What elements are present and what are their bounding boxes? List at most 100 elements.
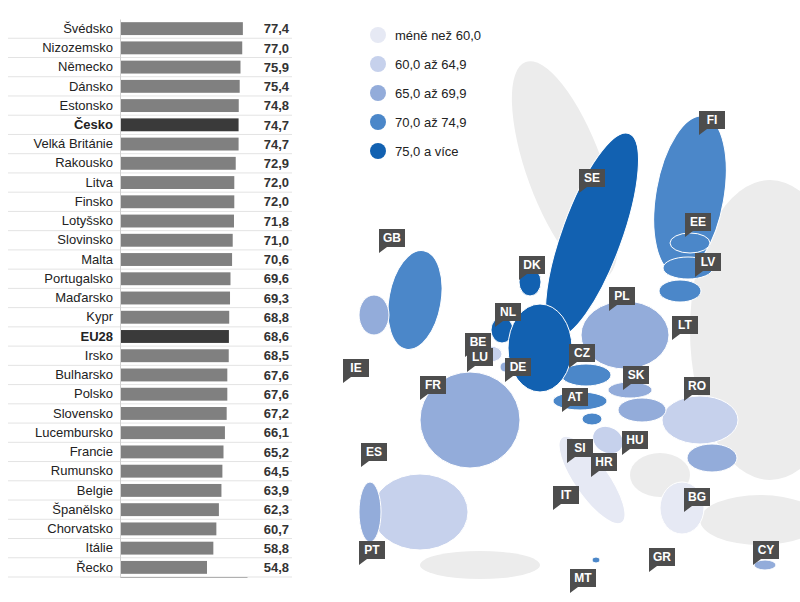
callout-box [569,344,595,368]
region-code: IE [350,361,361,375]
bar [120,542,213,555]
row-separator [8,249,292,250]
row-separator [8,346,292,347]
region [420,372,520,468]
data-label: 67,6 [264,387,289,402]
category-label: Rakousko [55,155,113,170]
region-labels: FISEEELVLTGBDKPLNLBELUCZDEIESKATROFRHUSI… [343,111,779,593]
region-callout: IE [343,359,369,383]
region-callout: LT [672,316,698,340]
bar [120,215,234,228]
data-label: 70,6 [264,252,289,267]
callout-box [361,443,387,467]
row-separator [8,192,292,193]
callout-box [623,366,649,390]
region-code: RO [688,379,706,393]
tick: Chorvatsko [47,521,120,536]
bar [120,157,236,170]
data-label: 68,8 [264,310,289,325]
data-labels: 77,477,075,975,474,874,774,772,972,072,0… [264,21,290,575]
tick: Česko [74,117,120,132]
region-code: HR [595,455,613,469]
region-callout: DK [519,256,545,280]
data-label: 71,8 [264,214,289,229]
data-label: 77,4 [264,21,290,36]
legend-label: 75,0 a více [395,144,459,159]
region [662,396,738,444]
category-label: Nizozemsko [42,40,113,55]
region-callout: DE [505,358,531,382]
bar [120,61,240,74]
callout-box [591,453,617,477]
region-code: ES [366,445,382,459]
row-separator [8,500,292,501]
tick: Lotyšsko [62,213,120,228]
callout-box [695,253,721,277]
bar [120,311,229,324]
bar [120,484,221,497]
callout-box [567,439,593,463]
tick: Kypr [86,309,120,324]
region [687,444,737,472]
region [592,557,600,563]
row-separator [8,423,292,424]
region-code: EE [690,215,706,229]
region-callout: SI [567,439,593,463]
data-label: 65,2 [264,445,289,460]
data-label: 67,2 [264,406,289,421]
row-separator [8,153,292,154]
region-callout: SE [579,169,605,193]
region-callout: LV [695,253,721,277]
category-label: Lotyšsko [62,213,113,228]
row-separator [8,519,292,520]
data-label: 63,9 [264,483,289,498]
legend-label: 70,0 až 74,9 [395,115,467,130]
region-code: PL [614,289,629,303]
region-code: GB [383,231,401,245]
category-axis: ŠvédskoNizozemskoNěmeckoDánskoEstonskoČe… [34,20,121,578]
bar [120,561,207,574]
callout-box [684,488,710,512]
bar [120,349,229,362]
callout-box [495,303,521,327]
callout-box [649,548,675,572]
callout-box [467,348,493,372]
category-label: Velká Británie [34,136,114,151]
category-label: Slovensko [53,406,113,421]
bar [120,195,234,208]
tick: Belgie [77,483,120,498]
region-callout: PL [609,287,635,311]
region-callout: PT [359,541,385,565]
data-label: 74,7 [264,137,289,152]
region-callout: EE [685,213,711,237]
data-label: 74,7 [264,118,289,133]
region [618,398,666,422]
bar [120,234,233,247]
callout-box [562,388,588,412]
bar [120,388,227,401]
tick: Řecko [76,560,120,575]
region-code: LU [472,350,488,364]
tick: Velká Británie [34,136,121,151]
category-label: Španělsko [52,502,113,517]
category-label: Irsko [85,348,113,363]
legend-swatch [370,143,386,159]
category-label: Portugalsko [44,271,113,286]
region-callout: FR [420,376,446,400]
callout-box [685,213,711,237]
bar [120,80,240,93]
region-callout: SK [623,366,649,390]
data-label: 68,6 [264,329,289,344]
tick: Rumunsko [51,463,120,478]
region-callout: NL [495,303,521,327]
region-callout: HR [591,453,617,477]
legend-swatch [370,114,386,130]
data-label: 69,3 [264,291,289,306]
category-axis-line [120,20,121,578]
legend-swatch [370,56,386,72]
row-separator [8,76,292,77]
data-label: 69,6 [264,271,289,286]
bar [120,407,227,420]
legend-label: 65,0 až 69,9 [395,86,467,101]
bar [120,22,243,35]
